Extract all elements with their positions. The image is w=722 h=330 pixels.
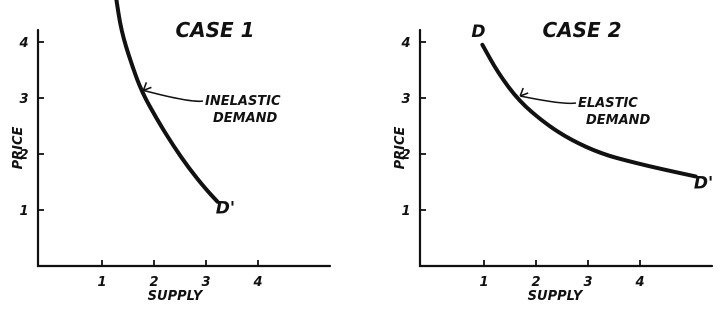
point-label-d: D [471,22,485,42]
y-tick-label: 2 [19,148,28,163]
demand-curve [480,42,698,179]
case-1-chart: CASE 112341234SUPPLYPRICEDD'INELASTICDEM… [11,0,332,304]
annotation-arrowhead [519,87,529,97]
y-axis-label: PRICE [11,126,26,169]
annotation-leader [143,89,204,103]
axes [36,28,332,268]
y-tick-label: 1 [19,204,28,219]
chart-title: CASE 2 [542,18,621,42]
y-tick-label: 2 [401,148,410,163]
x-tick-label: 4 [634,275,644,290]
annotation-text: DEMAND [213,111,278,126]
y-tick-label: 1 [401,204,410,219]
annotation-text: INELASTIC [205,94,281,109]
axes [418,28,714,268]
x-tick-label: 2 [531,275,540,290]
x-axis-label: SUPPLY [528,289,584,304]
x-tick-label: 4 [252,275,262,290]
demand-curve [114,0,220,204]
annotation-arrowhead [142,82,152,92]
y-tick-label: 3 [19,92,28,107]
x-axis-label: SUPPLY [148,289,204,304]
x-tick-label: 2 [149,275,158,290]
point-label-d-prime: D' [216,199,235,219]
x-tick-label: 3 [583,275,592,290]
x-tick-label: 1 [479,275,488,290]
y-tick-label: 4 [400,36,410,51]
annotation-text: DEMAND [586,113,651,128]
chart-title: CASE 1 [175,18,254,42]
case-2-chart: CASE 2 1 2 3 4 1 2 3 4 SUPPLY PRICE D D' ELASTIC DEMAN… [393,18,713,304]
annotation-leader [520,95,577,105]
annotation-text: ELASTIC [578,96,638,111]
y-tick-label: 3 [401,92,410,107]
x-tick-label: 3 [201,275,210,290]
y-axis-label: PRICE [393,126,408,169]
y-tick-label: 4 [18,36,28,51]
x-tick-label: 1 [97,275,106,290]
point-label-d-prime: D' [694,173,713,193]
